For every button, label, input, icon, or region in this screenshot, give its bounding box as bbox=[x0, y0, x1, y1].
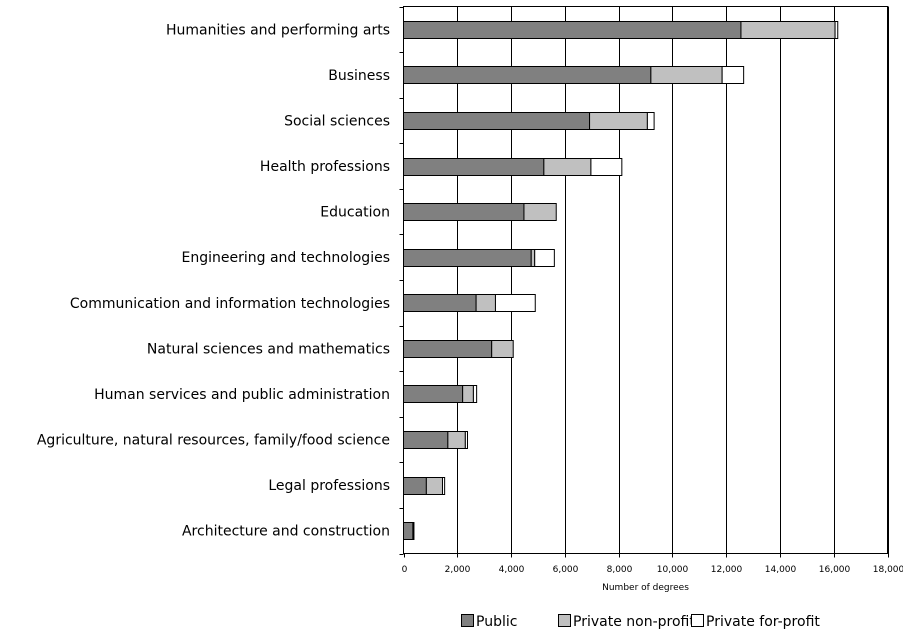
x-tick-label: 12,000 bbox=[711, 565, 743, 575]
legend-label: Private non-profit bbox=[573, 614, 695, 630]
x-tick-label: 6,000 bbox=[553, 565, 579, 575]
bar-segment bbox=[403, 66, 652, 84]
bar-segment bbox=[472, 385, 478, 403]
category-label: Education bbox=[320, 205, 390, 221]
bar-segment bbox=[403, 431, 449, 449]
bar-segment bbox=[412, 522, 415, 540]
bar-segment bbox=[447, 431, 466, 449]
bar-segment bbox=[650, 66, 723, 84]
bar-segment bbox=[523, 203, 557, 221]
bar-segment bbox=[403, 158, 545, 176]
x-tick-label: 2,000 bbox=[445, 565, 471, 575]
bar-segment bbox=[534, 249, 555, 267]
category-label: Architecture and construction bbox=[182, 524, 390, 540]
x-tick-label: 16,000 bbox=[819, 565, 851, 575]
x-tick-label: 10,000 bbox=[657, 565, 689, 575]
bar-segment bbox=[590, 158, 623, 176]
category-label: Communication and information technologi… bbox=[70, 296, 390, 312]
bar-segment bbox=[543, 158, 592, 176]
legend-label: Private for-profit bbox=[706, 614, 820, 630]
bar-segment bbox=[403, 249, 532, 267]
bar-segment bbox=[646, 112, 655, 130]
legend-swatch bbox=[558, 614, 571, 627]
bar-segment bbox=[403, 385, 464, 403]
x-axis-title: Number of degrees bbox=[602, 583, 689, 593]
category-label: Health professions bbox=[260, 159, 390, 175]
bar-segment bbox=[494, 294, 536, 312]
bar-segment bbox=[403, 294, 477, 312]
category-label: Agriculture, natural resources, family/f… bbox=[37, 433, 390, 449]
category-label: Natural sciences and mathematics bbox=[147, 341, 390, 357]
bar-segment bbox=[403, 112, 591, 130]
bar-segment bbox=[589, 112, 648, 130]
category-label: Humanities and performing arts bbox=[166, 22, 390, 38]
category-label: Social sciences bbox=[284, 113, 390, 129]
x-tick-label: 8,000 bbox=[607, 565, 633, 575]
x-tick-label: 0 bbox=[402, 565, 408, 575]
bar-segment bbox=[403, 522, 414, 540]
bar-segment bbox=[403, 203, 525, 221]
bar-segment bbox=[491, 340, 514, 358]
bar-segment bbox=[740, 21, 836, 39]
bar-segment bbox=[403, 21, 742, 39]
category-label: Engineering and technologies bbox=[182, 250, 391, 266]
x-tick-label: 18,000 bbox=[873, 565, 903, 575]
bar-segment bbox=[834, 21, 839, 39]
legend-label: Public bbox=[476, 614, 517, 630]
bar-segment bbox=[441, 477, 446, 495]
legend-swatch bbox=[691, 614, 704, 627]
plot-area bbox=[403, 6, 888, 554]
bar-segment bbox=[530, 249, 536, 267]
category-label: Business bbox=[328, 68, 390, 84]
bar-segment bbox=[475, 294, 496, 312]
category-label: Legal professions bbox=[268, 478, 390, 494]
x-tick-label: 4,000 bbox=[499, 565, 525, 575]
bar-segment bbox=[425, 477, 443, 495]
bar-segment bbox=[403, 477, 427, 495]
bar-segment bbox=[721, 66, 745, 84]
legend-swatch bbox=[461, 614, 474, 627]
bar-segment bbox=[462, 385, 474, 403]
category-label: Human services and public administration bbox=[94, 387, 390, 403]
x-tick-label: 14,000 bbox=[765, 565, 797, 575]
bar-segment bbox=[403, 340, 493, 358]
bar-segment bbox=[464, 431, 468, 449]
